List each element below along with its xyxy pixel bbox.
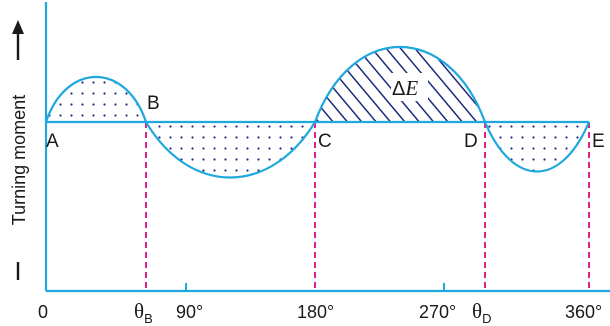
region-a-b-dotted: [46, 77, 146, 122]
point-label-b: B: [147, 93, 160, 114]
tick-label-0: 0: [38, 302, 48, 322]
tick-label-theta-d: θD: [472, 299, 491, 326]
energy-label-delta: Δ: [392, 78, 405, 100]
energy-label: ΔE: [392, 76, 418, 100]
point-label-a: A: [46, 131, 59, 152]
region-d-e-dotted: [485, 122, 589, 172]
tick-label-270: 270°: [419, 302, 456, 322]
theta-b-symbol: θ: [134, 299, 144, 323]
y-axis-label: Turning moment: [9, 95, 29, 225]
theta-d-subscript: D: [482, 311, 491, 326]
arrow-up-icon: [12, 20, 24, 34]
tick-label-theta-b: θB: [134, 299, 153, 326]
energy-label-symbol: E: [404, 76, 418, 100]
tick-label-90: 90°: [176, 302, 203, 322]
tick-label-360: 360°: [565, 302, 602, 322]
theta-d-symbol: θ: [472, 299, 482, 323]
y-axis-label-group: Turning moment: [9, 20, 29, 280]
tick-label-180: 180°: [297, 302, 334, 322]
theta-b-subscript: B: [144, 311, 153, 326]
point-label-c: C: [318, 131, 332, 152]
energy-label-backdrop: [391, 73, 428, 101]
region-b-c-dotted: [146, 122, 315, 178]
turning-moment-curve: [44, 45, 591, 179]
point-label-d: D: [464, 131, 478, 152]
point-label-e: E: [592, 131, 605, 152]
